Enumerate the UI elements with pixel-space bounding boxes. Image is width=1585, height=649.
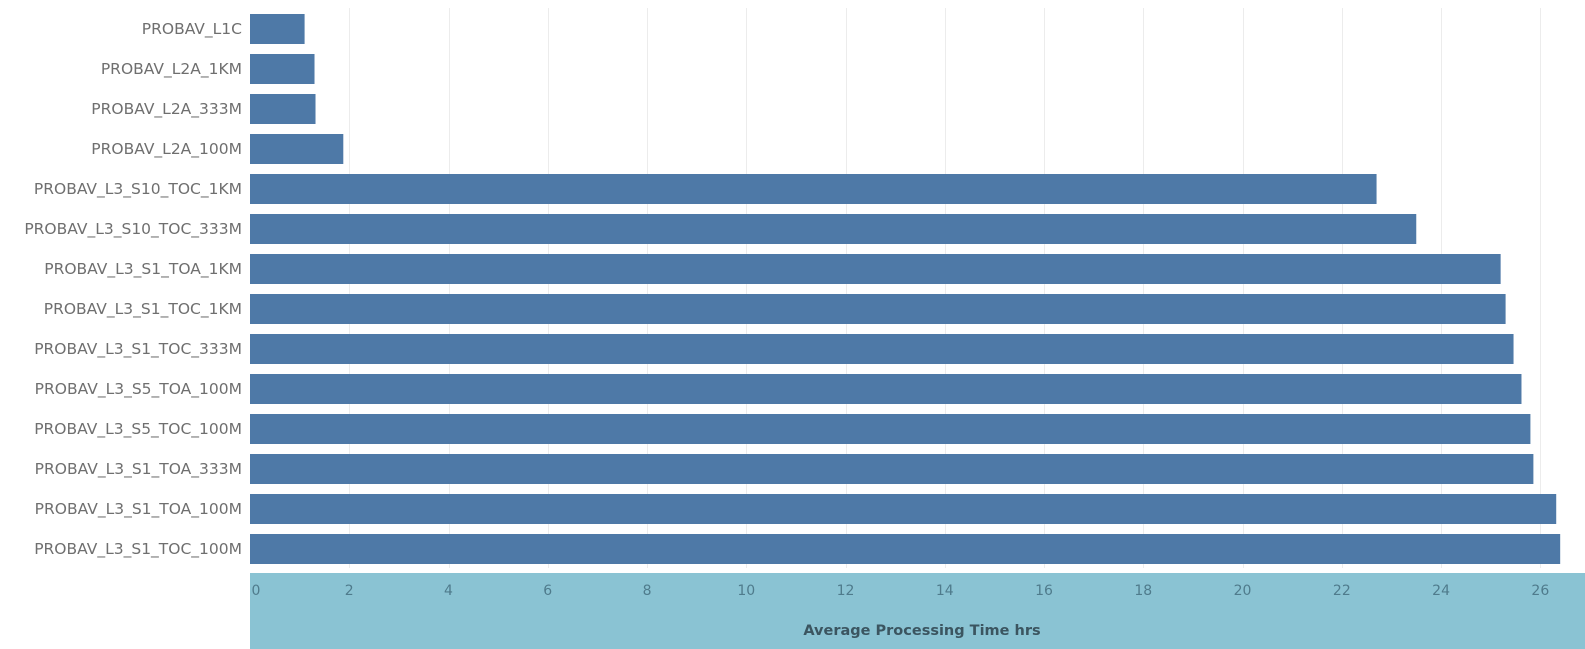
x-tick-label: 16 [1035,583,1053,599]
category-label: PROBAV_L1C [142,20,242,39]
x-tick-label: 24 [1432,583,1450,599]
x-tick-label: 0 [252,583,261,599]
bar-probav-l1c [250,14,305,44]
bar-probav-l3-s1-toa-1km [250,254,1501,284]
category-label: PROBAV_L3_S10_TOC_1KM [34,180,242,199]
category-label: PROBAV_L3_S1_TOA_333M [35,460,242,479]
category-label: PROBAV_L3_S1_TOC_100M [34,540,242,559]
category-labels: PROBAV_L1C PROBAV_L2A_1KM PROBAV_L2A_333M P… [24,20,242,559]
category-label: PROBAV_L3_S1_TOA_100M [35,500,242,519]
bars [250,14,1561,564]
category-label: PROBAV_L2A_333M [91,100,242,119]
category-label: PROBAV_L3_S10_TOC_333M [24,220,242,239]
bar-probav-l3-s10-toc-1km [250,174,1377,204]
bar-probav-l3-s1-toa-100m [250,494,1557,524]
x-tick-label: 2 [345,583,354,599]
x-tick-label: 20 [1234,583,1252,599]
x-tick-label: 6 [543,583,552,599]
x-tick-label: 14 [936,583,954,599]
x-tick-label: 10 [737,583,755,599]
x-axis-title: Average Processing Time hrs [803,623,1040,639]
x-tick-label: 4 [444,583,453,599]
x-tick-label: 18 [1134,583,1152,599]
x-tick-label: 8 [643,583,652,599]
bar-probav-l3-s5-toc-100m [250,414,1531,444]
bar-probav-l3-s10-toc-333m [250,214,1417,244]
bar-probav-l3-s5-toa-100m [250,374,1522,404]
category-label: PROBAV_L2A_1KM [101,60,242,79]
category-label: PROBAV_L3_S1_TOA_1KM [44,260,242,279]
category-label: PROBAV_L2A_100M [91,140,242,159]
x-tick-label: 22 [1333,583,1351,599]
bar-probav-l2a-333m [250,94,316,124]
category-label: PROBAV_L3_S1_TOC_333M [34,340,242,359]
bar-probav-l3-s1-toa-333m [250,454,1534,484]
category-label: PROBAV_L3_S1_TOC_1KM [44,300,242,319]
x-tick-label: 12 [837,583,855,599]
bar-probav-l2a-100m [250,134,344,164]
x-tick-label: 26 [1531,583,1549,599]
bar-probav-l3-s1-toc-333m [250,334,1514,364]
x-axis-band [250,573,1585,649]
bar-probav-l2a-1km [250,54,315,84]
category-label: PROBAV_L3_S5_TOA_100M [35,380,242,399]
x-axis-ticks: 0 2 4 6 8 10 12 14 16 18 20 22 24 26 [252,583,1550,599]
bar-probav-l3-s1-toc-1km [250,294,1506,324]
bar-probav-l3-s1-toc-100m [250,534,1561,564]
category-label: PROBAV_L3_S5_TOC_100M [34,420,242,439]
